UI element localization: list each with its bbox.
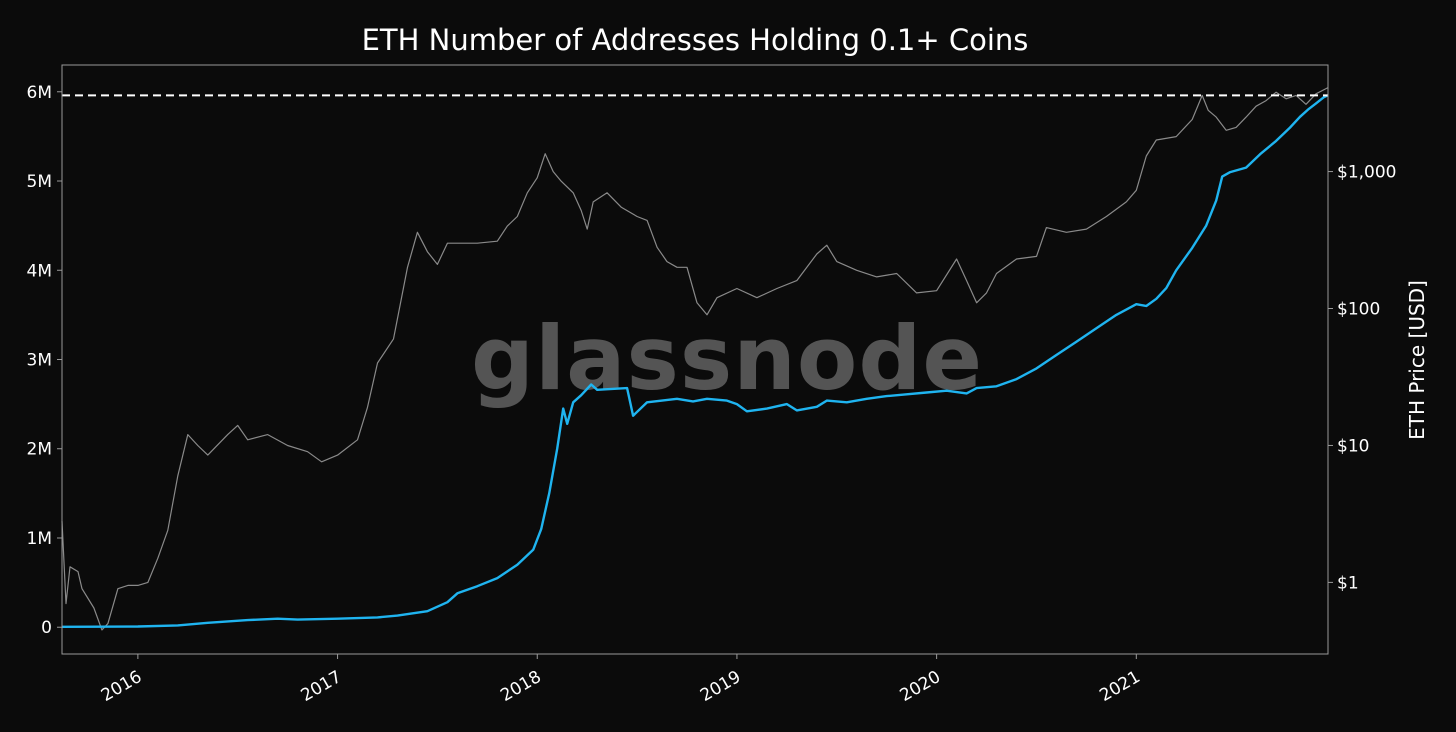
right-axis-label: ETH Price [USD] (1405, 280, 1429, 440)
addresses-line (61, 94, 1329, 628)
y-right-tick-label: $1,000 (1337, 163, 1396, 183)
y-left-tick-label: 3M (27, 351, 52, 371)
plot-area (61, 87, 1329, 631)
y-left-tick-label: 4M (27, 261, 52, 281)
y-right-tick-label: $1 (1337, 573, 1359, 593)
y-left-tick-label: 6M (27, 83, 52, 103)
y-right-tick-label: $10 (1337, 436, 1369, 456)
y-left-tick-label: 0 (41, 618, 52, 638)
chart-title: ETH Number of Addresses Holding 0.1+ Coi… (362, 23, 1029, 57)
eth-price-line (61, 87, 1329, 631)
glassnode-watermark: glassnode (471, 307, 983, 410)
y-left-tick-label: 1M (27, 529, 52, 549)
plot-frame (61, 64, 1329, 655)
y-left-tick-label: 2M (27, 440, 52, 460)
y-right-tick-label: $100 (1337, 300, 1380, 320)
y-left-tick-label: 5M (27, 172, 52, 192)
